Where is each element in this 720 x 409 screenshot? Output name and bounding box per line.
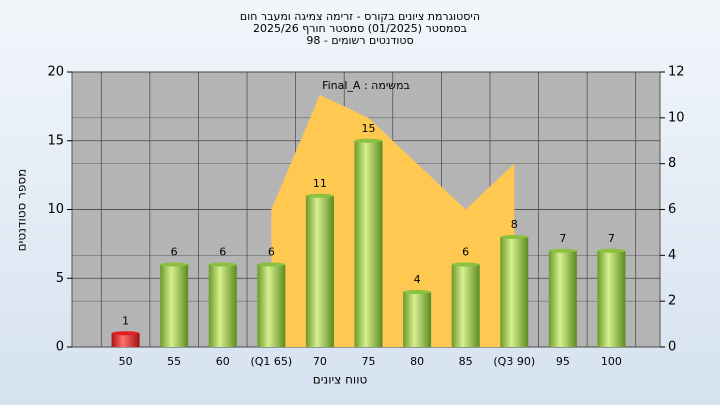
data-label: 4	[414, 273, 421, 286]
y-tick-label: 10	[47, 202, 64, 217]
bar-top	[208, 262, 237, 267]
y2-tick-label: 12	[668, 65, 685, 80]
data-label: 6	[171, 246, 178, 259]
chart-title: היסטוגרמת ציונים בקורס - זרימה צמיגה ומע…	[240, 10, 480, 23]
y2-tick-label: 2	[668, 294, 676, 309]
bar-top	[597, 248, 626, 253]
y2-tick-label: 0	[668, 340, 676, 355]
data-label: 7	[559, 232, 566, 245]
bar-top	[160, 262, 189, 267]
bar-top	[451, 262, 480, 267]
x-tick-label: 100	[601, 355, 622, 368]
bar	[354, 140, 383, 347]
x-tick-label: 70	[313, 355, 327, 368]
data-label: 11	[313, 177, 327, 190]
bar-top	[305, 193, 334, 198]
y-axis-label: מספר סטודנטים	[15, 169, 29, 252]
data-label: 6	[462, 246, 469, 259]
data-label: 7	[608, 232, 615, 245]
data-label: 15	[362, 122, 376, 135]
x-tick-label: 50	[119, 355, 133, 368]
y2-tick-label: 4	[668, 248, 676, 263]
x-tick-label: (Q1 65)	[250, 355, 292, 368]
data-label: 8	[511, 218, 518, 231]
bar	[451, 264, 480, 347]
x-tick-label: 80	[410, 355, 424, 368]
x-tick-label: 75	[362, 355, 376, 368]
bar-top	[548, 248, 577, 253]
data-label: 6	[268, 246, 275, 259]
bar	[403, 292, 432, 347]
bar	[597, 250, 626, 347]
bar-top	[354, 138, 383, 143]
bar	[305, 195, 334, 347]
bar	[548, 250, 577, 347]
y2-tick-label: 6	[668, 202, 676, 217]
x-tick-label: (Q3 90)	[493, 355, 535, 368]
y-tick-label: 0	[56, 340, 64, 355]
x-tick-label: 95	[556, 355, 570, 368]
bar	[111, 333, 140, 347]
data-label: 1	[122, 314, 129, 327]
data-label: 6	[219, 246, 226, 259]
bar-top	[257, 262, 286, 267]
y-tick-label: 15	[47, 133, 64, 148]
x-axis-label: טווח ציונים	[313, 373, 368, 387]
y2-tick-label: 8	[668, 156, 676, 171]
bar	[500, 237, 529, 347]
bar	[208, 264, 237, 347]
bar	[160, 264, 189, 347]
bar	[257, 264, 286, 347]
bar-top	[111, 331, 140, 336]
y2-tick-label: 10	[668, 110, 685, 125]
y-tick-label: 20	[47, 65, 64, 80]
bar-top	[403, 290, 432, 294]
chart-title: בסמסטר (01/2025) סמסטר חורף 2025/26	[253, 22, 467, 35]
bar-top	[500, 235, 529, 239]
x-tick-label: 85	[459, 355, 473, 368]
y-tick-label: 5	[56, 271, 64, 286]
x-tick-label: 55	[167, 355, 181, 368]
x-tick-label: 60	[216, 355, 230, 368]
legend-label: במשימה : Final_A	[322, 79, 410, 92]
chart-title: סטודנטים רשומים - 98	[306, 34, 413, 47]
